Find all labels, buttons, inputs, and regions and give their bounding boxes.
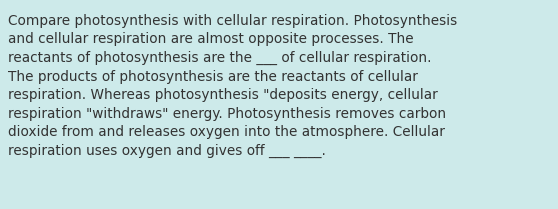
Text: Compare photosynthesis with cellular respiration. Photosynthesis
and cellular re: Compare photosynthesis with cellular res… xyxy=(8,14,457,158)
